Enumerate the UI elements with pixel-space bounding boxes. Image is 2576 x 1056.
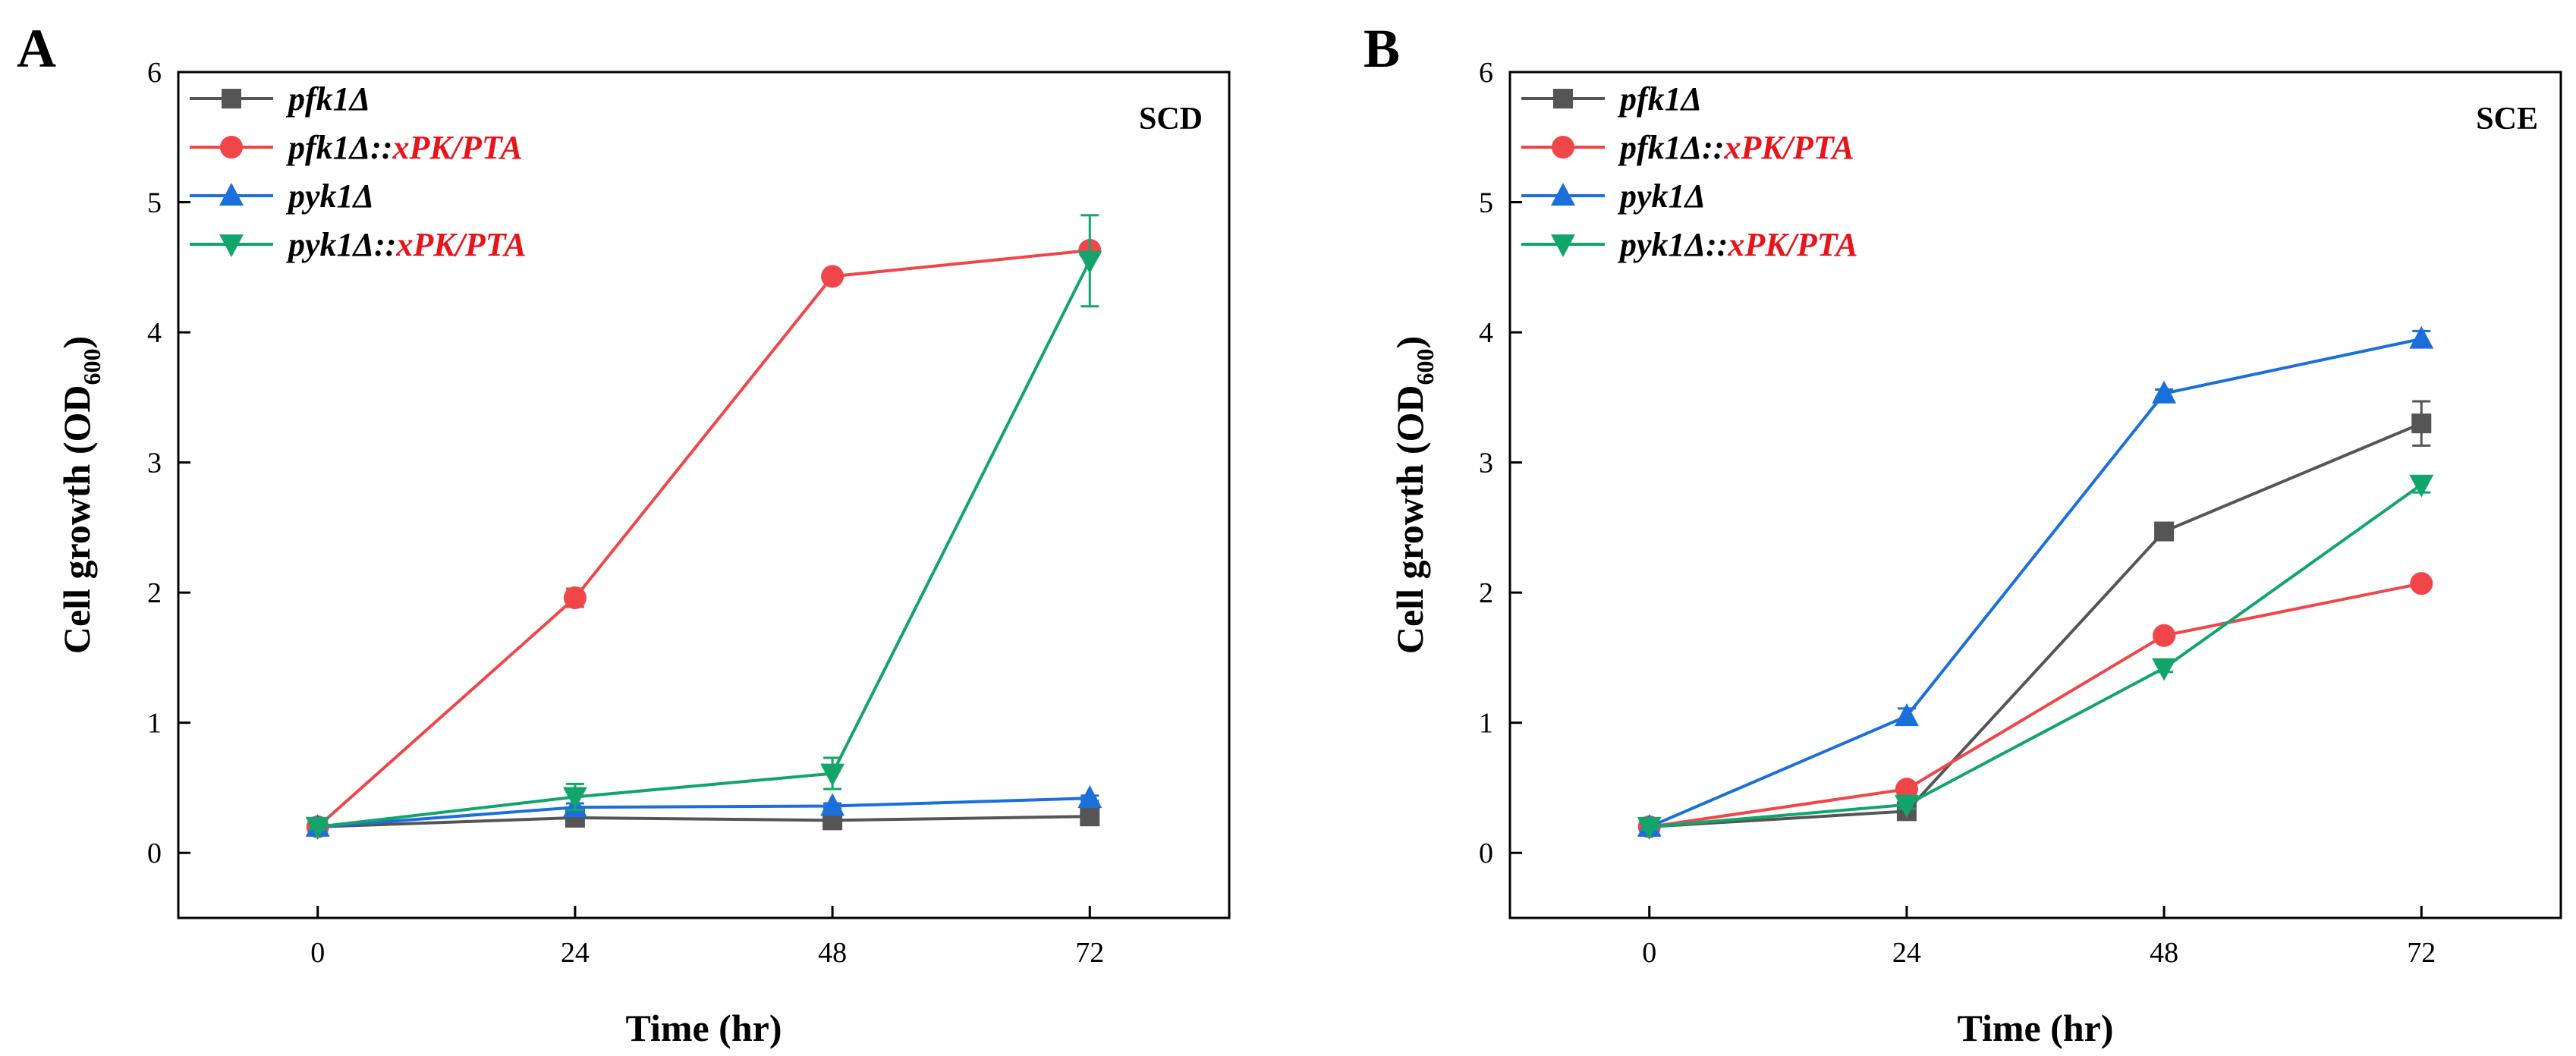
y-tick-label: 5	[1479, 187, 1493, 219]
x-tick-label: 24	[561, 937, 590, 969]
y-tick-label: 2	[147, 577, 162, 609]
legend-marker	[1552, 136, 1574, 159]
series-2	[1637, 572, 2433, 838]
y-axis-title: Cell growth (OD600)	[55, 336, 105, 654]
x-tick-label: 48	[2150, 937, 2178, 969]
data-point	[1637, 816, 1662, 840]
plot-frame	[177, 71, 1231, 919]
data-point	[2152, 380, 2177, 404]
data-point	[821, 265, 845, 288]
legend-marker	[1551, 183, 1575, 206]
series-line	[317, 797, 1090, 828]
legend-item: pfk1Δ	[190, 80, 370, 118]
y-tick-label: 2	[1479, 577, 1493, 609]
legend-item: pyk1Δ::xPK/PTA	[190, 226, 527, 263]
y-tick-label: 1	[147, 708, 162, 740]
data-point	[820, 793, 845, 816]
y-tick-label: 5	[147, 187, 162, 219]
series-line	[316, 249, 1090, 828]
series-line	[317, 259, 1092, 828]
y-tick-label: 4	[1479, 317, 1493, 349]
y-axis-title: Cell growth (OD600)	[1389, 336, 1439, 654]
y-tick-label: 0	[1479, 838, 1493, 869]
panel-label: B	[1363, 18, 1400, 79]
medium-label: SCD	[1139, 102, 1203, 137]
series-line	[1649, 483, 2423, 828]
y-tick-label: 3	[147, 448, 162, 479]
x-tick-label: 24	[1892, 937, 1921, 969]
legend-label: pyk1Δ	[1617, 178, 1706, 215]
series-3	[1637, 325, 2434, 837]
series-line	[1649, 422, 2423, 828]
series-2	[306, 239, 1102, 838]
y-tick-label: 6	[147, 57, 162, 89]
x-tick-label: 72	[1075, 937, 1104, 969]
legend-label: pfk1Δ	[285, 80, 370, 118]
y-tick-label: 4	[147, 317, 162, 349]
data-point	[1077, 250, 1102, 274]
series-4	[1637, 474, 2434, 840]
plot-frame	[1508, 71, 2562, 919]
data-point	[2153, 624, 2176, 647]
series-line	[317, 815, 1090, 828]
data-point	[2409, 325, 2434, 349]
legend-item: pyk1Δ	[1521, 178, 1706, 215]
panel-a: A 0 1 2 3 4 5 6 0 24 48 72 Time (hr) Cell growth (OD6…	[17, 18, 1231, 1049]
x-axis-title: Time (hr)	[626, 1007, 782, 1049]
x-axis-title: Time (hr)	[1958, 1007, 2114, 1049]
legend-item: pyk1Δ	[190, 178, 374, 215]
data-point	[1894, 794, 1919, 818]
x-tick-label: 0	[1642, 937, 1656, 969]
data-point	[820, 763, 845, 787]
series-3	[305, 785, 1102, 837]
legend-marker	[219, 183, 244, 206]
data-point	[1077, 785, 1102, 809]
data-point	[2154, 521, 2175, 542]
legend-item: pfk1Δ::xPK/PTA	[190, 129, 523, 166]
legend-label: pyk1Δ::xPK/PTA	[285, 226, 527, 263]
legend-marker	[1551, 234, 1575, 257]
legend-marker	[220, 136, 243, 159]
legend-label: pfk1Δ::xPK/PTA	[285, 129, 523, 166]
legend-item: pfk1Δ::xPK/PTA	[1521, 129, 1854, 166]
y-tick-label: 6	[1479, 57, 1493, 89]
legend-item: pfk1Δ	[1521, 80, 1702, 118]
legend-label: pfk1Δ	[1617, 80, 1702, 118]
legend-marker	[219, 234, 244, 257]
panel-label: A	[17, 18, 56, 79]
legend-marker	[222, 89, 241, 108]
series-1	[307, 806, 1100, 837]
data-point	[1080, 806, 1100, 827]
panel-b: B 0 1 2 3 4 5 6 0 24 48 72 Time (hr) Cell growth (OD6…	[1363, 18, 2562, 1049]
medium-label: SCE	[2476, 102, 2538, 137]
series-line	[1648, 337, 2422, 828]
x-tick-label: 72	[2407, 937, 2436, 969]
y-tick-label: 3	[1479, 448, 1493, 479]
data-point	[562, 787, 587, 810]
legend-item: pyk1Δ::xPK/PTA	[1521, 226, 1858, 263]
legend-label: pyk1Δ::xPK/PTA	[1617, 226, 1858, 263]
legend-label: pyk1Δ	[285, 178, 374, 215]
series-line	[1649, 582, 2422, 828]
data-point	[2410, 572, 2433, 596]
x-tick-label: 48	[818, 937, 847, 969]
series-4	[305, 214, 1102, 840]
data-point	[1894, 703, 1919, 727]
y-tick-label: 0	[147, 838, 162, 869]
legend-label: pfk1Δ::xPK/PTA	[1617, 129, 1854, 166]
legend-marker	[1553, 89, 1573, 108]
y-tick-label: 1	[1479, 708, 1493, 740]
data-point	[563, 586, 587, 610]
data-point	[2409, 474, 2434, 498]
x-tick-label: 0	[310, 937, 325, 969]
data-point	[1895, 778, 1918, 801]
data-point	[305, 816, 330, 840]
data-point	[2152, 658, 2177, 681]
series-1	[1639, 400, 2432, 837]
data-point	[2411, 413, 2432, 434]
